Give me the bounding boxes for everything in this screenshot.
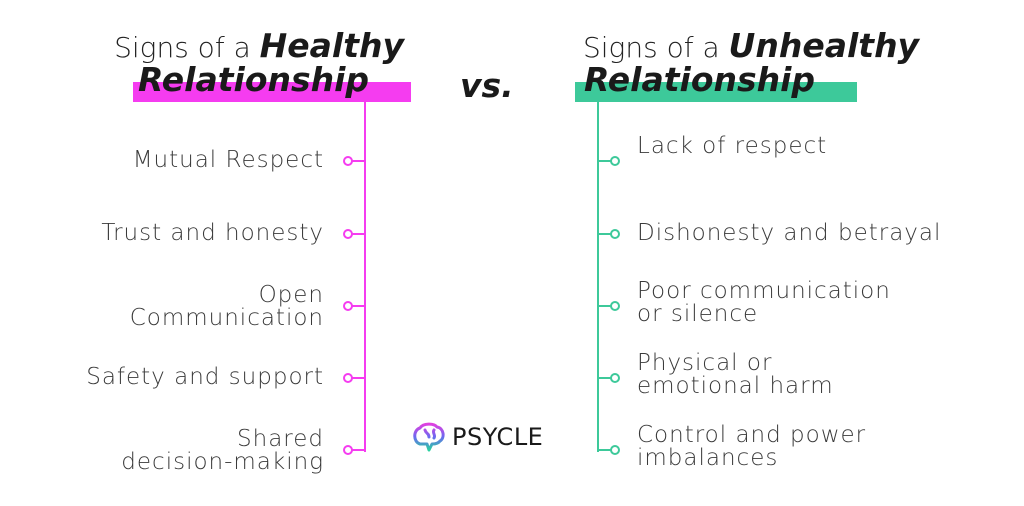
list-item-line: Control and power [637,422,867,448]
unhealthy-timeline [597,102,599,452]
healthy-title-line2: Relationship [138,60,370,99]
logo-text: PSYCLE [452,423,544,451]
list-item: Safety and support [86,366,324,389]
connector [352,449,366,451]
list-item-line: Poor communication [637,278,891,304]
connector [598,377,612,379]
bullet-circle [343,445,353,455]
list-item-line: Communication [129,305,324,331]
list-item-line: Safety and support [86,364,324,390]
list-item-line: Physical or [637,350,773,376]
list-item-line: Shared [237,426,324,452]
list-item-line: Lack of respect [637,133,828,159]
healthy-timeline [364,102,366,452]
psycle-logo: PSYCLE [412,422,543,452]
connector [352,377,366,379]
list-item: Shared decision-making [121,428,324,474]
bullet-circle [343,156,353,166]
bullet-circle [343,301,353,311]
list-item: Dishonesty and betrayal [637,222,941,245]
connector [352,160,366,162]
list-item: Poor communication or silence [637,280,891,326]
bullet-circle [343,229,353,239]
unhealthy-title-line2: Relationship [584,60,816,99]
list-item-line: Open [258,282,324,308]
healthy-highlight-bar [133,82,411,102]
unhealthy-highlight-bar [575,82,857,102]
connector [598,449,612,451]
bullet-circle [343,373,353,383]
connector [598,233,612,235]
bullet-circle [610,301,620,311]
list-item: Trust and honesty [101,222,324,245]
bullet-circle [610,373,620,383]
bullet-circle [610,156,620,166]
connector [598,305,612,307]
bullet-circle [610,229,620,239]
list-item-line: decision-making [121,449,324,475]
healthy-title-line1: Signs of a Healthy [114,26,404,65]
vs-label: vs. [460,66,514,105]
list-item: Lack of respect [637,135,827,158]
list-item-line: Trust and honesty [101,220,324,246]
list-item: Control and power imbalances [637,424,866,470]
unhealthy-title-line1: Signs of a Unhealthy [583,26,920,65]
list-item-line: Mutual Respect [132,147,324,173]
list-item: Mutual Respect [133,149,324,172]
connector [598,160,612,162]
list-item-line: Dishonesty and betrayal [637,220,942,246]
list-item-line: imbalances [637,445,779,471]
bullet-circle [610,445,620,455]
list-item-line: or silence [637,301,759,327]
brain-icon [413,422,445,452]
list-item: Physical or emotional harm [637,352,834,398]
connector [352,233,366,235]
connector [352,305,366,307]
list-item: Open Communication [130,284,324,330]
list-item-line: emotional harm [637,373,834,399]
